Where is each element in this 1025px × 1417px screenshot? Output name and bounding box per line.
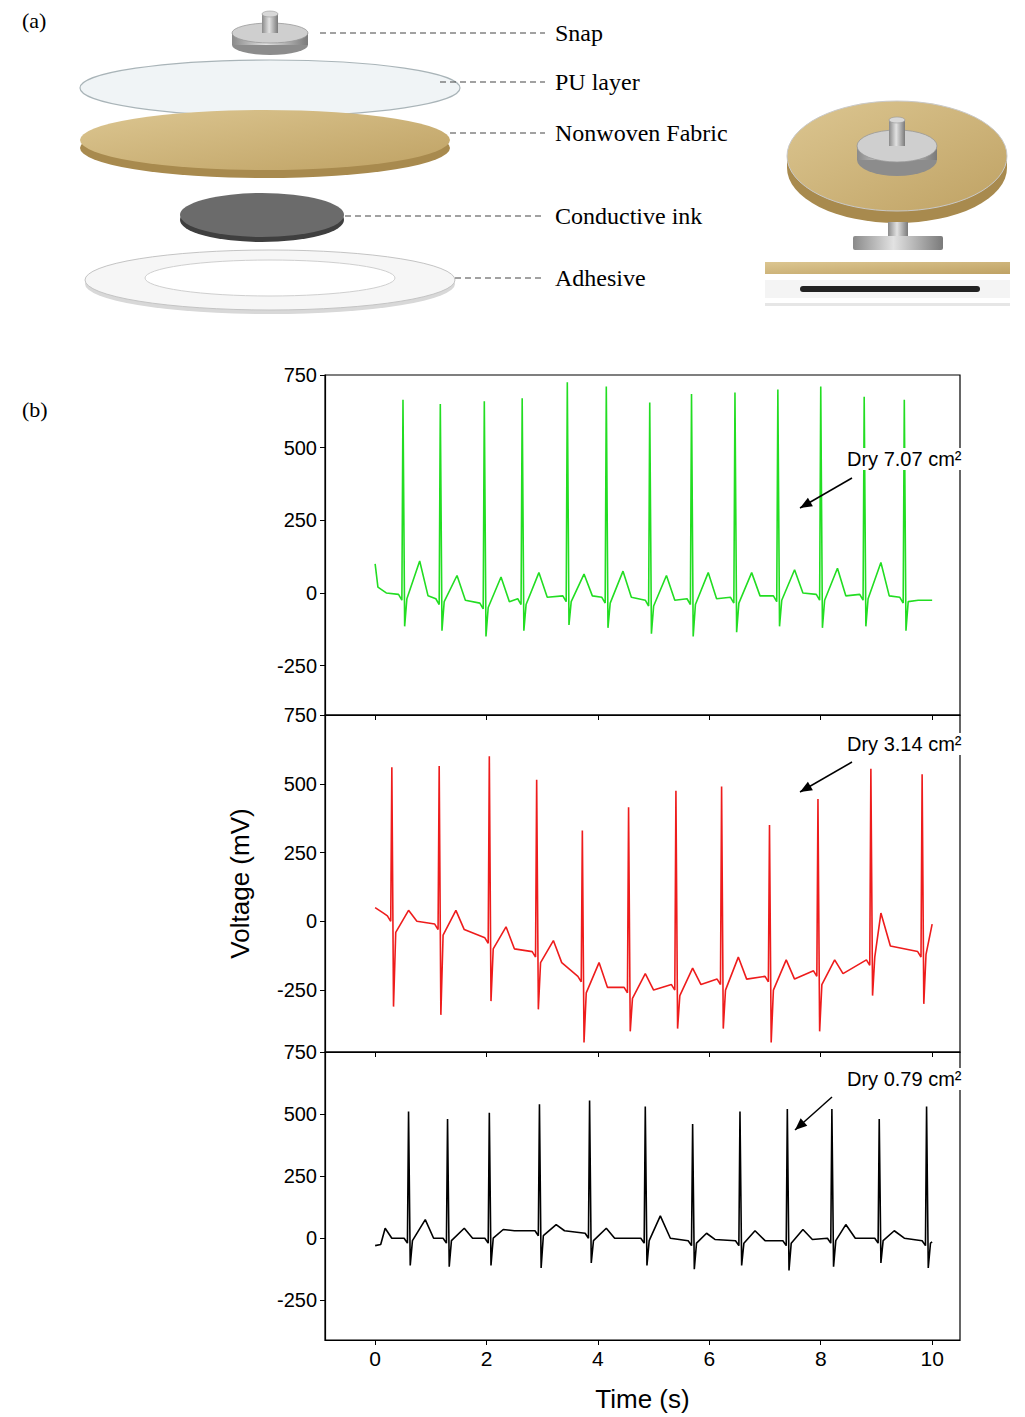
svg-text:500: 500 (284, 773, 317, 795)
svg-text:4: 4 (592, 1347, 604, 1370)
svg-text:Dry 7.07 cm²: Dry 7.07 cm² (847, 448, 962, 470)
svg-text:-250: -250 (277, 1289, 317, 1311)
svg-text:0: 0 (306, 1227, 317, 1249)
svg-text:Time (s): Time (s) (595, 1384, 689, 1414)
svg-text:Dry 0.79 cm²: Dry 0.79 cm² (847, 1068, 962, 1090)
svg-text:(b): (b) (22, 397, 48, 422)
svg-text:6: 6 (703, 1347, 715, 1370)
svg-text:750: 750 (284, 704, 317, 726)
svg-text:(a): (a) (22, 8, 46, 33)
svg-text:250: 250 (284, 509, 317, 531)
svg-text:0: 0 (306, 582, 317, 604)
svg-text:500: 500 (284, 1103, 317, 1125)
svg-text:10: 10 (920, 1347, 943, 1370)
svg-text:Snap: Snap (555, 20, 603, 46)
svg-text:750: 750 (284, 364, 317, 386)
svg-text:750: 750 (284, 1041, 317, 1063)
svg-text:Dry 3.14 cm²: Dry 3.14 cm² (847, 733, 962, 755)
svg-text:0: 0 (369, 1347, 381, 1370)
svg-text:2: 2 (481, 1347, 493, 1370)
svg-text:Voltage (mV): Voltage (mV) (225, 808, 255, 958)
svg-text:Nonwoven Fabric: Nonwoven Fabric (555, 120, 728, 146)
svg-text:Conductive ink: Conductive ink (555, 203, 702, 229)
svg-text:500: 500 (284, 437, 317, 459)
svg-text:250: 250 (284, 1165, 317, 1187)
svg-text:0: 0 (306, 910, 317, 932)
svg-text:250: 250 (284, 842, 317, 864)
svg-text:8: 8 (815, 1347, 827, 1370)
svg-text:-250: -250 (277, 979, 317, 1001)
svg-text:PU layer: PU layer (555, 69, 640, 95)
svg-text:Adhesive: Adhesive (555, 265, 646, 291)
svg-text:-250: -250 (277, 655, 317, 677)
